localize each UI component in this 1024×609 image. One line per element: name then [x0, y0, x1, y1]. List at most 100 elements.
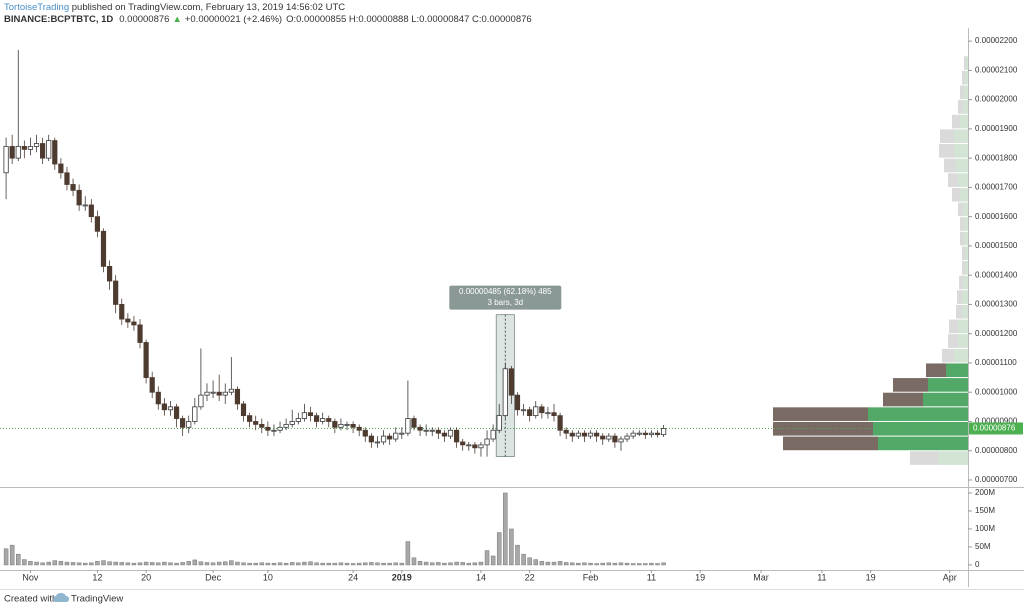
candle-body — [149, 377, 155, 393]
candle-body — [569, 432, 575, 437]
y-tick-label: 0.00002200 — [975, 36, 1018, 45]
footer-created: Created with — [4, 594, 57, 605]
candle-body — [454, 429, 460, 443]
candle-body — [660, 428, 667, 436]
candle-body — [654, 432, 661, 436]
candle-body — [58, 163, 64, 174]
last-price-label-box — [969, 422, 1023, 435]
profile-down — [942, 348, 954, 363]
x-tick-label: 11 — [817, 572, 826, 582]
profile-up — [963, 202, 968, 217]
volume-bar — [223, 561, 228, 566]
volume-bar — [168, 562, 173, 566]
profile-up — [946, 363, 968, 378]
profile-down — [926, 363, 946, 378]
volume-bar — [296, 562, 301, 566]
volume-bar — [259, 562, 265, 566]
candle-body — [636, 432, 642, 435]
volume-bar — [472, 562, 478, 566]
x-tick-label: 10 — [263, 572, 273, 582]
candle-body — [472, 444, 478, 449]
volume-bar — [320, 562, 325, 566]
candle-body — [587, 432, 594, 437]
symbol: BINANCE:BCPTBTC, 1D — [4, 14, 113, 25]
volume-bar — [162, 561, 167, 566]
candle-body — [356, 426, 362, 431]
author[interactable]: TortoiseTrading — [4, 2, 69, 13]
profile-down — [958, 100, 963, 114]
volume-bar — [332, 562, 338, 566]
volume-bar — [588, 562, 593, 566]
candle-body — [204, 391, 210, 396]
volume-bar — [649, 562, 654, 566]
candle-body — [283, 423, 289, 428]
candle-body — [240, 403, 247, 417]
profile-up — [962, 290, 968, 304]
profile-up — [868, 407, 968, 421]
volume-bar — [180, 562, 185, 566]
profile-down — [962, 246, 965, 261]
volume-bar — [64, 561, 70, 566]
candle-body — [435, 429, 441, 434]
y-tick-label: 0.00001600 — [975, 212, 1018, 221]
volume-bar — [271, 562, 277, 566]
volume-bar — [600, 562, 605, 566]
candle-body — [271, 429, 277, 432]
candle-body — [137, 324, 143, 343]
y-tick-label: 0.00001300 — [975, 300, 1018, 309]
candle-body — [484, 438, 490, 446]
profile-down — [949, 319, 958, 334]
candle-body — [33, 143, 40, 147]
volume-bar — [265, 562, 271, 566]
y-tick-label: 0.00001200 — [975, 329, 1018, 338]
header-line-1: TortoiseTrading published on TradingView… — [4, 2, 345, 13]
volume-bar — [576, 562, 581, 566]
x-tick-label: 11 — [647, 572, 656, 582]
volume-bar — [460, 562, 465, 566]
candle-body — [551, 412, 557, 417]
footer-brand[interactable]: TradingView — [71, 594, 123, 605]
candle-body — [3, 146, 9, 174]
volume-bar — [430, 562, 435, 566]
y-tick-label: 0.00002100 — [975, 65, 1018, 74]
candle-body — [143, 342, 149, 378]
profile-up — [965, 70, 968, 85]
candle-body — [301, 412, 308, 419]
profile-down — [948, 173, 958, 187]
candle-body — [259, 423, 265, 428]
volume-bar — [174, 562, 179, 566]
y-tick-label: 0.00002000 — [975, 95, 1018, 104]
volume-bar — [204, 562, 210, 566]
volume-bar — [630, 563, 636, 566]
candle-body — [502, 368, 508, 417]
profile-down — [960, 231, 964, 246]
volume-bar — [302, 561, 307, 566]
volume-bar — [192, 559, 198, 566]
x-tick-label: 22 — [525, 572, 535, 582]
profile-up — [873, 421, 968, 436]
volume-bar — [582, 562, 587, 566]
x-tick-label: 19 — [695, 572, 705, 582]
profile-up — [938, 451, 968, 465]
candle-body — [100, 230, 107, 267]
volume-bar — [34, 561, 39, 566]
volume-bar — [58, 561, 64, 566]
volume-bar — [636, 563, 642, 566]
y-tick-label: 0.00000900 — [975, 417, 1018, 426]
profile-down — [883, 392, 923, 407]
profile-up — [964, 85, 968, 100]
candle-body — [594, 432, 600, 437]
candle-body — [405, 418, 411, 434]
volume-bar — [46, 561, 51, 566]
measure-label-box — [449, 285, 562, 310]
volume-bar — [95, 561, 100, 566]
candle-body — [21, 146, 27, 150]
candle-body — [167, 406, 174, 411]
volume-bar — [314, 562, 319, 566]
candle-body — [368, 435, 374, 443]
volume-bar — [107, 561, 112, 566]
volume-bar — [509, 528, 514, 566]
candle-body — [344, 423, 350, 426]
profile-down — [962, 70, 965, 85]
volume-bar — [289, 562, 295, 566]
